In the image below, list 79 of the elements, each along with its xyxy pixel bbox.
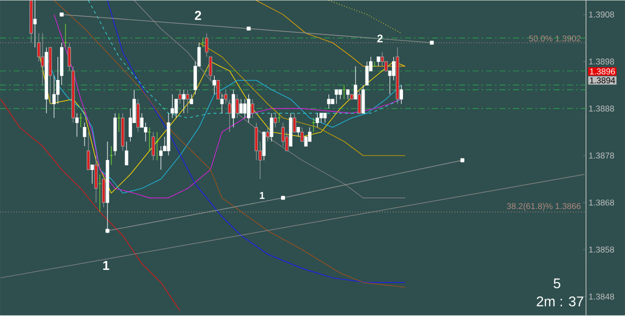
candlestick xyxy=(300,127,304,142)
line-series xyxy=(0,98,180,312)
line-series xyxy=(256,0,406,67)
candlestick xyxy=(75,113,79,138)
candlestick xyxy=(182,90,186,114)
candlestick xyxy=(376,56,380,67)
candlestick xyxy=(274,113,278,128)
y-tick-label: 1.3878 xyxy=(589,152,614,159)
candlestick xyxy=(323,113,327,124)
candlestick xyxy=(40,33,44,86)
candlestick xyxy=(400,84,403,104)
candlestick xyxy=(82,122,86,147)
candlestick xyxy=(117,113,121,132)
candlestick xyxy=(224,90,228,104)
candlestick xyxy=(155,132,159,161)
candlestick xyxy=(365,61,369,86)
candlestick xyxy=(178,90,182,104)
y-tick-label: 1.3858 xyxy=(589,246,614,253)
candlestick xyxy=(94,155,98,203)
ref-line-label: 50.0% 1.3902 xyxy=(529,36,581,42)
y-tick-label: 1.3898 xyxy=(589,58,614,65)
candlestick xyxy=(346,90,350,100)
candlestick xyxy=(281,122,285,147)
candlestick xyxy=(320,113,323,124)
candlestick xyxy=(262,132,266,161)
line-series xyxy=(134,0,406,198)
y-tick-label: 1.3908 xyxy=(589,12,614,18)
candlestick xyxy=(90,164,94,184)
candlestick xyxy=(102,178,106,208)
text: 1.3896 xyxy=(590,68,615,74)
candlestick xyxy=(174,98,178,118)
candlestick xyxy=(86,132,90,170)
candlestick xyxy=(239,98,243,114)
candlestick xyxy=(236,94,239,118)
annotation: 2m : 37 xyxy=(536,296,584,306)
candlestick xyxy=(392,56,396,81)
candlestick xyxy=(205,33,208,58)
candlestick xyxy=(296,127,300,138)
y-tick-label: 1.3848 xyxy=(589,294,614,300)
candlestick xyxy=(190,94,194,104)
text: 1.3894 xyxy=(590,78,616,84)
candlestick xyxy=(358,90,362,114)
candlestick xyxy=(124,141,128,166)
candlestick xyxy=(152,132,155,161)
candlestick xyxy=(243,98,247,118)
candlestick xyxy=(250,98,254,118)
annotation: 2 xyxy=(194,10,202,20)
candlestick xyxy=(361,84,365,114)
line-series xyxy=(198,42,406,156)
candlestick xyxy=(208,56,212,81)
candlestick xyxy=(246,94,250,124)
y-tick-label: 1.3868 xyxy=(589,200,614,206)
annotation: 5 xyxy=(554,278,560,288)
candlestick xyxy=(292,113,296,132)
candlestick xyxy=(68,42,71,72)
annotation: 2 xyxy=(377,34,383,42)
annotation: 1 xyxy=(103,261,110,270)
candlestick xyxy=(216,80,220,100)
ref-line-label: 38.2(61.8)% 1.3866 xyxy=(506,202,581,211)
candlestick xyxy=(159,146,163,170)
candlestick xyxy=(148,127,152,152)
candlestick xyxy=(354,66,358,100)
candlestick xyxy=(136,98,140,132)
candlestick xyxy=(186,90,190,114)
candlestick xyxy=(266,127,270,142)
candlestick xyxy=(228,98,232,132)
candlestick xyxy=(232,90,236,128)
candlestick xyxy=(334,90,338,104)
candlestick xyxy=(212,75,216,95)
line-series xyxy=(54,0,406,288)
candlestick xyxy=(316,113,320,128)
candlestick xyxy=(327,94,330,109)
candlestick xyxy=(338,90,342,100)
candlestick xyxy=(270,113,274,142)
candlestick xyxy=(254,122,258,161)
y-tick-label: 1.3888 xyxy=(589,106,614,112)
candlestick xyxy=(380,52,384,67)
annotation: 1 xyxy=(260,192,264,199)
candlestick xyxy=(52,75,56,118)
